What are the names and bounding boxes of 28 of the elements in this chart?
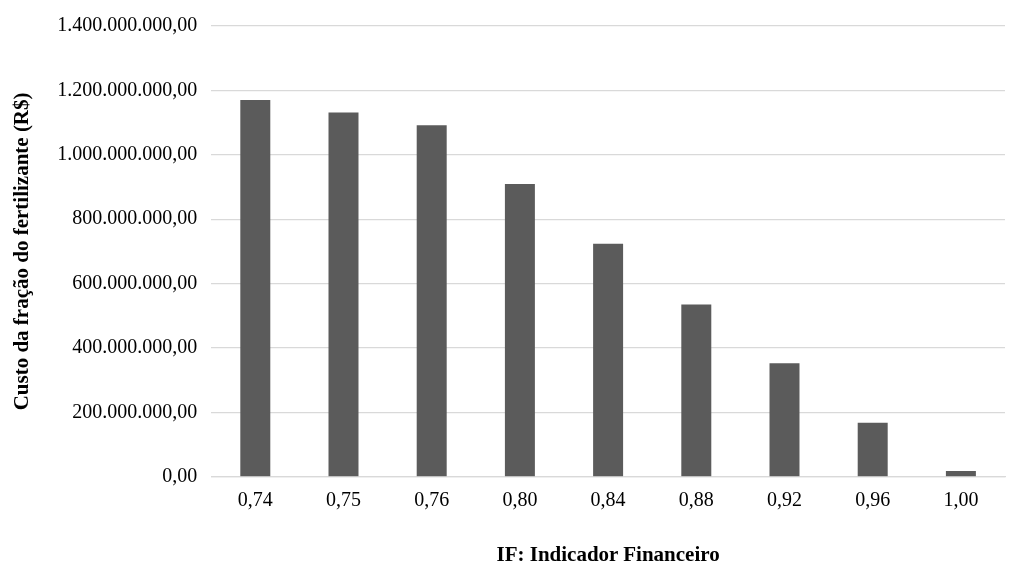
y-tick-label: 0,00	[162, 464, 198, 487]
bar	[240, 100, 271, 477]
x-tick-label: 0,76	[414, 488, 450, 511]
y-tick-label: 1.400.000.000,00	[57, 13, 198, 36]
x-axis-title: IF: Indicador Financeiro	[496, 541, 720, 566]
y-tick-label: 1.000.000.000,00	[57, 142, 198, 165]
x-tick-label: 1,00	[943, 488, 979, 511]
x-tick-label: 0,74	[237, 488, 273, 511]
bar	[857, 422, 888, 477]
bar	[504, 184, 535, 477]
y-tick-label: 200.000.000,00	[72, 399, 198, 422]
bar	[769, 363, 800, 477]
x-tick-label: 0,88	[678, 488, 714, 511]
y-tick-label: 800.000.000,00	[72, 206, 198, 229]
bar	[681, 304, 712, 477]
x-tick-label: 0,96	[855, 488, 891, 511]
bar	[593, 243, 624, 477]
x-tick-label: 0,75	[326, 488, 361, 511]
x-tick-label: 0,80	[502, 488, 538, 511]
y-tick-label: 400.000.000,00	[72, 335, 198, 358]
bar	[945, 471, 976, 477]
x-tick-label: 0,84	[590, 488, 626, 511]
bar	[328, 112, 359, 477]
bar	[416, 125, 447, 477]
y-axis-title: Custo da fração do fertilizante (R$)	[9, 92, 34, 411]
y-tick-label: 1.200.000.000,00	[57, 77, 198, 100]
x-tick-label: 0,92	[767, 488, 802, 511]
y-tick-label: 600.000.000,00	[72, 270, 198, 293]
